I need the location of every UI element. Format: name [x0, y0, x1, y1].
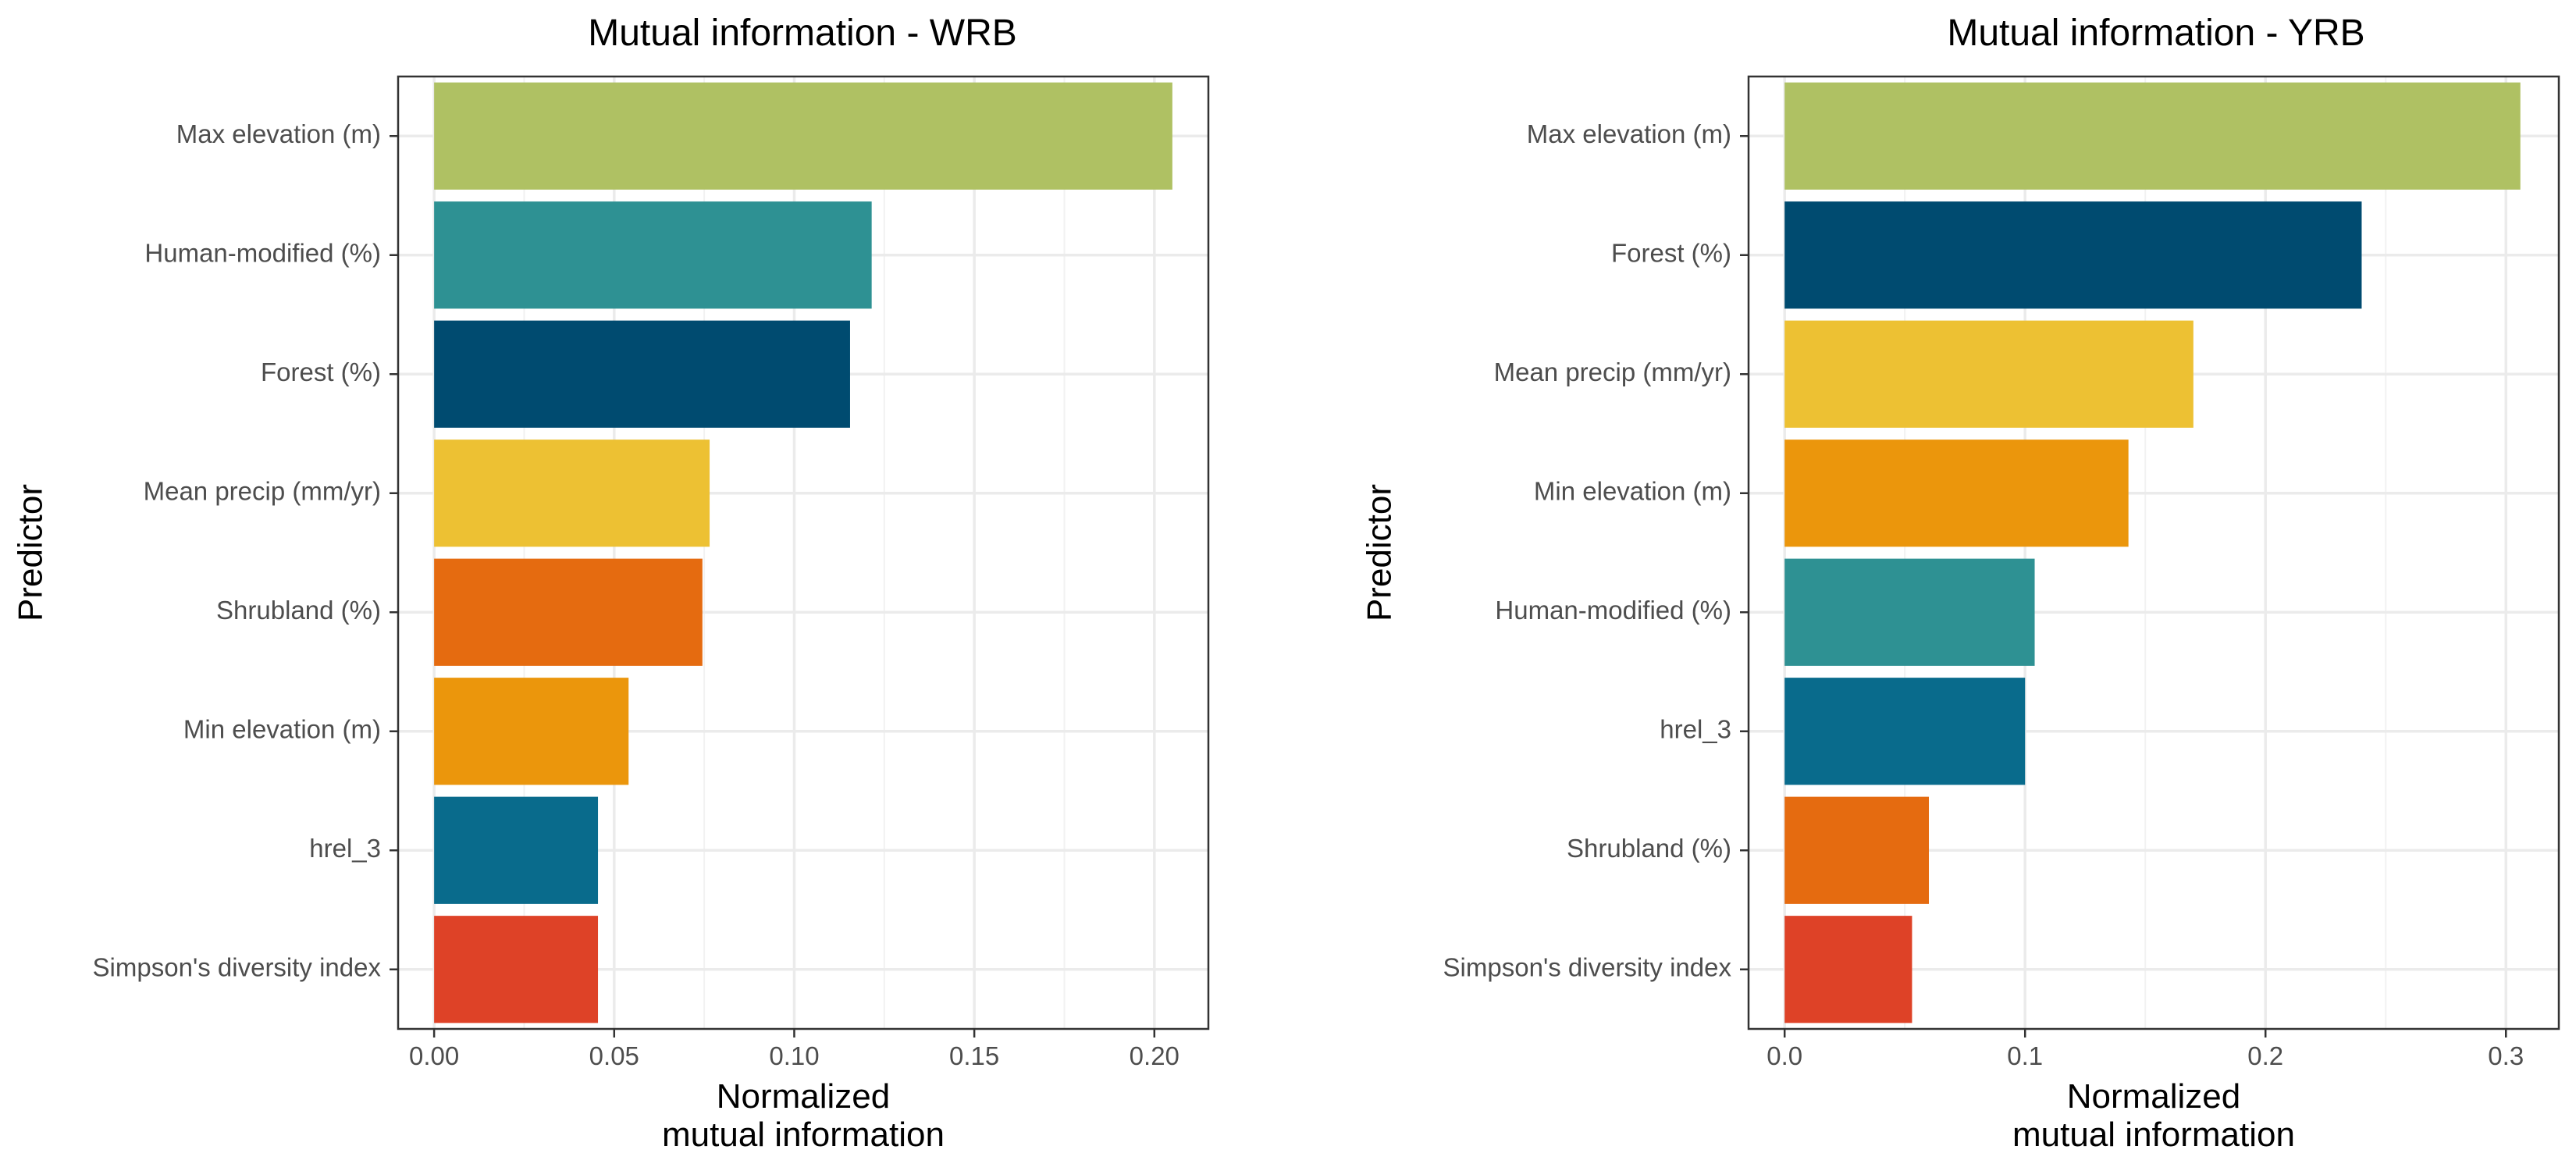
category-label: hrel_3: [1660, 714, 1731, 743]
chart-panel-yrb: Max elevation (m) Forest (%) Mean precip (…: [1361, 12, 2560, 1154]
category-label: Forest (%): [1611, 238, 1731, 267]
y-axis-title: Predictor: [12, 484, 50, 621]
plot-border: [397, 75, 1210, 1030]
bar-yrb-4: [1784, 440, 2129, 547]
bar-wrb-1: [434, 82, 1172, 190]
bar-yrb-7: [1784, 796, 1930, 904]
x-axis-title-line-2: mutual information: [662, 1116, 945, 1154]
plot-border: [1747, 75, 2560, 1030]
x-tick-label: 0.0: [1767, 1041, 1802, 1070]
category-label: Human-modified (%): [144, 238, 381, 267]
y-axis-title: Predictor: [1361, 484, 1399, 621]
category-label: hrel_3: [309, 834, 381, 863]
bar-wrb-2: [434, 201, 872, 309]
x-tick-label: 0.05: [589, 1041, 639, 1070]
x-tick-label: 0.20: [1130, 1041, 1179, 1070]
chart-title: Mutual information - WRB: [588, 12, 1017, 54]
x-axis-title-line-1: Normalized: [717, 1077, 891, 1116]
x-tick-label: 0.3: [2488, 1041, 2524, 1070]
bar-yrb-2: [1784, 201, 2362, 309]
category-label: Min elevation (m): [183, 714, 381, 743]
category-label: Max elevation (m): [176, 119, 381, 148]
bar-yrb-8: [1784, 916, 1912, 1023]
category-label: Simpson's diversity index: [93, 952, 382, 981]
chart-panel-wrb: Max elevation (m) Human-modified (%) Fores…: [12, 12, 1210, 1154]
chart-title: Mutual information - YRB: [1947, 12, 2364, 54]
bar-yrb-3: [1784, 320, 2194, 428]
category-label: Shrubland (%): [216, 596, 381, 625]
bar-wrb-7: [434, 796, 599, 904]
category-label: Human-modified (%): [1495, 596, 1731, 625]
x-axis-title-line-1: Normalized: [2067, 1077, 2241, 1116]
category-label: Mean precip (mm/yr): [144, 476, 381, 505]
bar-wrb-3: [434, 320, 850, 428]
bar-wrb-4: [434, 440, 710, 547]
category-label: Min elevation (m): [1534, 476, 1731, 505]
bar-wrb-5: [434, 558, 703, 666]
bar-wrb-8: [434, 916, 599, 1023]
x-tick-label: 0.1: [2007, 1041, 2043, 1070]
bar-yrb-6: [1784, 678, 2026, 785]
category-label: Forest (%): [261, 358, 381, 386]
x-tick-label: 0.2: [2247, 1041, 2283, 1070]
category-label: Max elevation (m): [1527, 119, 1731, 148]
bar-yrb-1: [1784, 82, 2521, 190]
x-axis-title-line-2: mutual information: [2012, 1116, 2295, 1154]
category-label: Shrubland (%): [1567, 834, 1731, 863]
x-tick-label: 0.15: [949, 1041, 999, 1070]
bar-yrb-5: [1784, 558, 2035, 666]
x-tick-label: 0.10: [769, 1041, 819, 1070]
category-label: Mean precip (mm/yr): [1494, 358, 1731, 386]
category-label: Simpson's diversity index: [1443, 952, 1732, 981]
bar-wrb-6: [434, 678, 629, 785]
x-tick-label: 0.00: [409, 1041, 459, 1070]
